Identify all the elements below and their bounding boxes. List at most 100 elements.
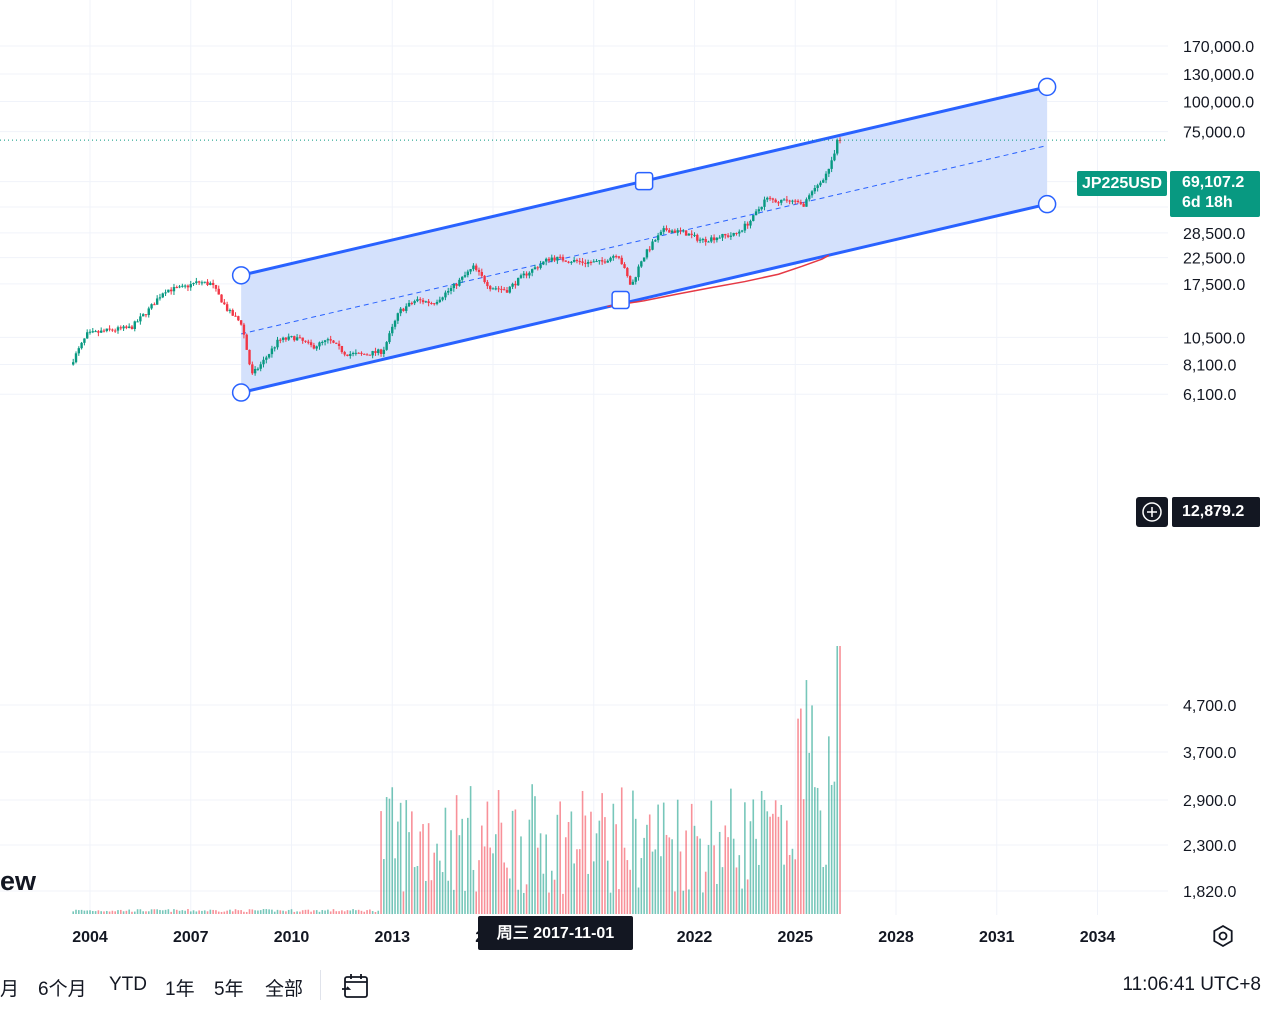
candle-body bbox=[463, 275, 467, 277]
volume-bar bbox=[710, 800, 713, 914]
volume-bar bbox=[528, 819, 531, 914]
volume-bar bbox=[489, 847, 492, 914]
channel-handle[interactable] bbox=[1037, 194, 1057, 214]
price-axis[interactable]: 170,000.0130,000.0100,000.075,000.046,50… bbox=[1183, 39, 1254, 901]
candle-body bbox=[410, 302, 414, 304]
date-range-icon[interactable] bbox=[340, 970, 372, 1002]
channel-handle[interactable] bbox=[231, 383, 251, 402]
volume-bar bbox=[122, 911, 125, 914]
candle-body bbox=[377, 349, 380, 353]
channel-handle[interactable] bbox=[611, 290, 630, 310]
candle-body bbox=[525, 273, 528, 276]
volume-bar bbox=[550, 870, 553, 914]
time-axis[interactable]: 2004200720102013201620192022202520282031… bbox=[72, 929, 1115, 946]
volume-bar bbox=[788, 854, 791, 914]
volume-bar bbox=[108, 911, 111, 914]
candle-body bbox=[791, 200, 794, 202]
candle-body bbox=[547, 258, 551, 261]
candle-body bbox=[270, 348, 274, 355]
channel-handle[interactable] bbox=[231, 266, 251, 285]
volume-bar bbox=[94, 911, 97, 914]
volume-bar bbox=[332, 909, 335, 914]
channel-handles[interactable] bbox=[231, 77, 1057, 402]
candle-body bbox=[175, 287, 178, 289]
chart-canvas[interactable]: 170,000.0130,000.0100,000.075,000.046,50… bbox=[0, 0, 1281, 958]
range-button-6m[interactable]: 6个月 bbox=[38, 979, 87, 1000]
candle-body bbox=[771, 198, 775, 200]
candle-body bbox=[321, 341, 324, 343]
candle-body bbox=[614, 256, 618, 258]
volume-bar bbox=[217, 911, 220, 914]
candle-body bbox=[819, 182, 822, 186]
volume-bar bbox=[212, 909, 214, 914]
channel-handle[interactable] bbox=[1037, 77, 1057, 97]
volume-bar bbox=[548, 892, 550, 914]
volume-bar bbox=[839, 646, 841, 914]
candle-body bbox=[273, 347, 276, 349]
candle-body bbox=[458, 279, 461, 286]
candle-body bbox=[88, 331, 92, 333]
volume-bar bbox=[615, 824, 617, 914]
volume-bar bbox=[668, 837, 671, 914]
candle-body bbox=[228, 310, 232, 312]
candle-body bbox=[472, 265, 475, 270]
volume-bar bbox=[578, 849, 581, 914]
candle-body bbox=[592, 261, 595, 263]
volume-bar bbox=[159, 909, 161, 914]
volume-bar bbox=[156, 909, 158, 914]
channel-handle[interactable] bbox=[634, 171, 654, 191]
candle-body bbox=[687, 233, 691, 236]
candle-body bbox=[794, 200, 797, 202]
candle-body bbox=[382, 349, 386, 354]
parallel-channel-fill[interactable] bbox=[241, 86, 1048, 393]
volume-bar bbox=[570, 811, 573, 914]
clock-display[interactable]: 11:06:41 UTC+8 bbox=[1122, 974, 1261, 995]
volume-bar bbox=[259, 910, 262, 914]
candle-body bbox=[581, 261, 584, 263]
candle-body bbox=[242, 324, 246, 335]
candle-body bbox=[433, 303, 436, 305]
candle-body bbox=[332, 340, 335, 343]
candle-body bbox=[265, 357, 268, 360]
volume-bar bbox=[685, 830, 687, 914]
candle-body bbox=[477, 269, 481, 273]
volume-bar bbox=[469, 786, 472, 914]
channel-lower-line[interactable] bbox=[240, 202, 1048, 394]
crosshair-add-button[interactable] bbox=[1136, 497, 1168, 527]
candle-body bbox=[416, 299, 419, 302]
volume-bar bbox=[780, 804, 783, 914]
volume-bar bbox=[606, 860, 609, 914]
candle-body bbox=[696, 234, 699, 241]
candle-body bbox=[726, 235, 730, 237]
volume-bar bbox=[251, 909, 254, 914]
range-button-1y[interactable]: 1年 bbox=[165, 979, 195, 1000]
chart-settings-icon[interactable] bbox=[1213, 924, 1233, 948]
range-button-ytd[interactable]: YTD bbox=[109, 974, 147, 995]
volume-bar bbox=[282, 910, 284, 914]
volume-bar bbox=[187, 909, 189, 914]
volume-bar bbox=[601, 793, 603, 914]
volume-bar bbox=[237, 910, 240, 914]
candle-body bbox=[567, 261, 570, 263]
volume-bar bbox=[629, 869, 631, 914]
volume-bar bbox=[72, 911, 75, 914]
volume-bar bbox=[192, 910, 195, 914]
candle-body bbox=[231, 310, 234, 316]
range-button-5y[interactable]: 5年 bbox=[214, 979, 244, 1000]
candle-body bbox=[648, 249, 651, 251]
candle-body bbox=[586, 262, 590, 264]
candle-body bbox=[542, 261, 545, 265]
range-button-all[interactable]: 全部 bbox=[265, 979, 304, 1000]
candle-body bbox=[72, 362, 75, 365]
volume-bar bbox=[648, 814, 651, 914]
candle-body bbox=[86, 332, 89, 339]
volume-bar bbox=[119, 909, 122, 914]
price-tick-label: 1,820.0 bbox=[1183, 884, 1236, 901]
range-button-1m[interactable]: 月 bbox=[0, 979, 20, 1000]
candle-body bbox=[486, 282, 489, 287]
symbol-tag: JP225USD bbox=[1077, 171, 1167, 196]
candle-body bbox=[760, 206, 763, 210]
volume-bar bbox=[105, 910, 108, 914]
volume-bar bbox=[178, 910, 181, 914]
volume-bar bbox=[612, 803, 615, 914]
